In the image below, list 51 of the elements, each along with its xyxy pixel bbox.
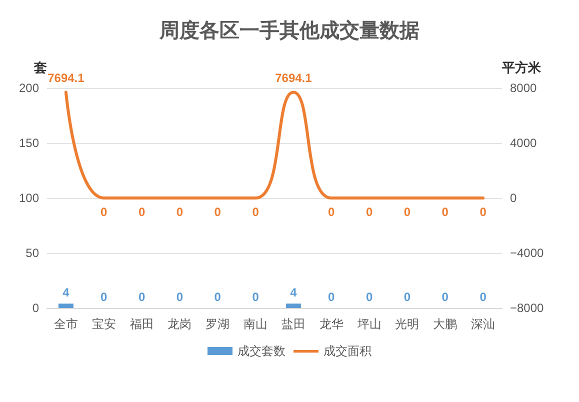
y2-axis-title: 平方米 [501,60,542,75]
x-tick-label: 盐田 [281,317,306,331]
y2-tick-label: 0 [510,191,517,205]
legend-label: 成交面积 [324,344,372,358]
y-axis-title: 套 [33,60,47,75]
x-tick-label: 宝安 [92,317,116,331]
data-label: 0 [138,205,146,219]
x-tick-label: 南山 [244,317,268,331]
x-tick-label: 罗湖 [206,317,230,331]
chart-title: 周度各区一手其他成交量数据 [158,19,420,42]
data-label: 0 [328,205,336,219]
legend-label: 成交套数 [238,344,286,358]
data-label: 0 [252,205,260,219]
data-label: 0 [442,290,449,304]
data-label: 7694.1 [48,71,85,86]
data-label: 0 [176,205,184,219]
x-tick-label: 大鹏 [433,317,458,331]
y-tick-label: 200 [18,81,40,95]
y2-tick-label: −4000 [510,246,544,260]
data-label: 0 [404,290,411,304]
x-tick-label: 坪山 [356,317,382,331]
data-label: 0 [214,290,222,304]
data-label: 0 [100,290,108,304]
data-label: 4 [290,286,298,300]
data-label: 0 [214,205,222,219]
data-label: 0 [480,290,487,304]
y-tick-label: 50 [26,246,40,260]
data-label: 7694.1 [275,71,312,86]
x-tick-label: 全市 [54,317,78,331]
data-label: 0 [442,205,449,219]
y2-tick-label: −8000 [510,301,544,315]
data-label: 0 [366,205,373,219]
y2-tick-label: 8000 [510,81,538,95]
data-label: 0 [480,205,487,219]
data-label: 0 [138,290,146,304]
y-tick-label: 150 [18,136,40,150]
x-tick-label: 福田 [130,317,154,331]
y2-tick-label: 4000 [510,136,538,150]
data-label: 0 [404,205,411,219]
x-tick-label: 光明 [395,317,420,331]
y-tick-label: 100 [18,191,40,205]
x-tick-label: 龙华 [319,317,344,331]
x-tick-label: 龙岗 [168,317,192,331]
data-label: 0 [252,290,260,304]
data-label: 0 [176,290,184,304]
data-label: 4 [62,286,70,300]
y-tick-label: 0 [32,301,40,315]
x-tick-label: 深汕 [471,317,496,331]
data-label: 0 [366,290,373,304]
data-label: 0 [328,290,336,304]
data-label: 0 [100,205,108,219]
